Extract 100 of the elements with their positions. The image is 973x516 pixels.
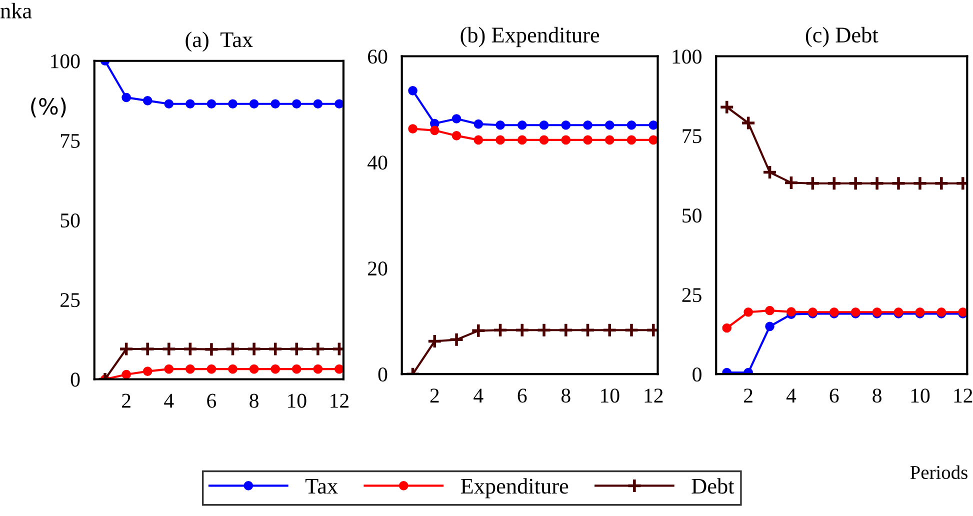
point bbox=[313, 99, 323, 109]
point bbox=[561, 135, 571, 145]
point bbox=[182, 341, 198, 357]
point bbox=[558, 322, 574, 338]
point bbox=[408, 86, 418, 96]
point bbox=[452, 114, 462, 124]
point bbox=[334, 99, 344, 109]
point bbox=[228, 99, 238, 109]
x-axis-title: Periods bbox=[910, 465, 968, 480]
x-tick-label: 8 bbox=[872, 388, 882, 403]
point bbox=[848, 176, 864, 192]
point bbox=[786, 307, 796, 316]
point bbox=[118, 341, 134, 357]
x-tick-label: 10 bbox=[911, 388, 930, 403]
x-tick-label: 4 bbox=[164, 394, 174, 408]
point bbox=[122, 92, 131, 102]
point bbox=[648, 120, 658, 130]
point bbox=[890, 176, 906, 192]
x-tick-label: 8 bbox=[561, 388, 570, 403]
y-tick-label: 0 bbox=[70, 372, 80, 387]
point bbox=[517, 135, 527, 145]
x-tick-label: 12 bbox=[644, 388, 663, 402]
point bbox=[288, 341, 304, 357]
x-tick-label: 12 bbox=[954, 388, 972, 402]
x-tick-label: 4 bbox=[786, 388, 796, 402]
point bbox=[536, 322, 552, 338]
point bbox=[784, 175, 799, 190]
x-tick-label: 2 bbox=[122, 394, 130, 408]
point bbox=[249, 99, 259, 109]
point bbox=[826, 176, 842, 192]
y-tick-label: 60 bbox=[368, 50, 388, 64]
y-tick-label: 25 bbox=[60, 293, 80, 308]
point bbox=[292, 364, 302, 374]
point bbox=[430, 126, 440, 136]
point bbox=[912, 176, 928, 192]
point bbox=[744, 307, 753, 317]
point bbox=[334, 364, 344, 374]
point bbox=[470, 323, 486, 338]
y-tick-label: 50 bbox=[682, 208, 702, 223]
point bbox=[225, 341, 240, 357]
point bbox=[270, 99, 280, 109]
point bbox=[583, 135, 592, 145]
point bbox=[204, 342, 220, 357]
point bbox=[186, 99, 195, 109]
y-tick-label: 50 bbox=[60, 213, 80, 228]
point bbox=[408, 124, 418, 134]
point bbox=[561, 120, 571, 130]
x-tick-label: 2 bbox=[744, 388, 752, 402]
point bbox=[246, 341, 262, 357]
point bbox=[517, 120, 527, 130]
point bbox=[604, 135, 614, 145]
point bbox=[427, 334, 442, 349]
point bbox=[719, 99, 734, 115]
point bbox=[249, 364, 259, 374]
point bbox=[142, 96, 152, 106]
legend-label: Debt bbox=[692, 478, 734, 494]
point bbox=[496, 135, 505, 145]
legend-label: Expenditure bbox=[460, 478, 568, 498]
point bbox=[206, 364, 216, 374]
point bbox=[164, 99, 174, 109]
point bbox=[140, 341, 156, 357]
point bbox=[122, 370, 131, 380]
y-tick-label: 0 bbox=[692, 367, 702, 382]
point bbox=[765, 306, 774, 316]
point bbox=[626, 135, 636, 145]
y-tick-label: 75 bbox=[682, 129, 702, 144]
point bbox=[583, 120, 592, 130]
point bbox=[292, 99, 302, 109]
point bbox=[206, 99, 216, 109]
point bbox=[626, 120, 636, 130]
x-tick-label: 12 bbox=[330, 394, 348, 408]
y-tick-label: 75 bbox=[61, 134, 80, 148]
point bbox=[496, 120, 505, 130]
point bbox=[765, 322, 774, 332]
point bbox=[474, 119, 484, 129]
point bbox=[186, 364, 195, 374]
y-tick-label: 0 bbox=[378, 367, 388, 382]
text: nka bbox=[0, 2, 32, 18]
point bbox=[539, 120, 549, 130]
point bbox=[452, 131, 462, 140]
x-tick-label: 10 bbox=[288, 394, 306, 408]
y-axis-title: (%) bbox=[31, 98, 66, 118]
point bbox=[934, 176, 950, 192]
point bbox=[164, 364, 174, 374]
point bbox=[624, 322, 640, 338]
point bbox=[310, 341, 326, 357]
point bbox=[602, 322, 618, 338]
chart-title: (b) Expenditure bbox=[460, 26, 600, 48]
x-tick-label: 4 bbox=[474, 388, 484, 402]
point bbox=[474, 135, 484, 145]
point bbox=[740, 115, 756, 131]
x-tick-label: 10 bbox=[601, 388, 620, 403]
y-tick-label: 100 bbox=[672, 50, 702, 64]
point bbox=[268, 341, 283, 357]
x-tick-label: 6 bbox=[207, 394, 216, 408]
x-tick-label: 2 bbox=[430, 388, 439, 402]
point bbox=[648, 135, 658, 145]
y-tick-label: 100 bbox=[51, 54, 80, 68]
legend-label: Tax bbox=[305, 478, 338, 494]
chart-title: (c) Debt bbox=[806, 26, 878, 48]
